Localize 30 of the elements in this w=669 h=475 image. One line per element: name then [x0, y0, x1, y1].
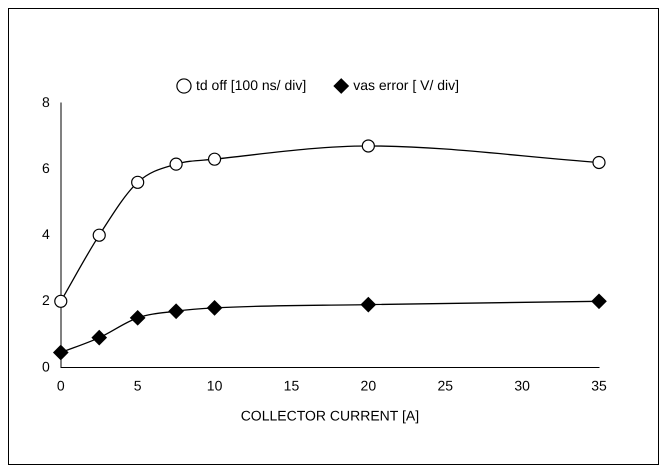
- point: [92, 228, 106, 242]
- x-tick-label: 25: [437, 378, 454, 394]
- point: [53, 344, 68, 360]
- y-tick-label: 8: [42, 94, 50, 110]
- x-tick-label: 30: [514, 378, 530, 394]
- point: [208, 152, 222, 166]
- y-tick-label: 4: [42, 226, 50, 242]
- point: [360, 297, 376, 312]
- x-tick-label: 10: [206, 378, 223, 394]
- point: [592, 156, 606, 170]
- y-tick-label: 2: [42, 292, 50, 308]
- point: [206, 300, 222, 316]
- point: [54, 294, 68, 308]
- point: [591, 294, 607, 309]
- x-tick-label: 15: [284, 378, 300, 394]
- x-tick-label: 35: [591, 378, 607, 394]
- y-tick-label: 0: [42, 358, 50, 374]
- point: [130, 310, 146, 326]
- point: [170, 158, 183, 171]
- x-tick-label: 20: [360, 378, 376, 394]
- legend-label: td off [100 ns/ div]: [196, 76, 306, 93]
- x-tick-label: 0: [56, 378, 65, 394]
- x-axis-title: COLLECTOR CURRENT [A]: [240, 407, 420, 424]
- y-tick-label: 6: [42, 160, 50, 176]
- point: [168, 304, 184, 319]
- point: [131, 176, 144, 189]
- point: [92, 330, 107, 346]
- point: [362, 139, 375, 153]
- x-tick-label: 5: [134, 378, 142, 394]
- legend-label: vas error [ V/ div]: [353, 76, 460, 93]
